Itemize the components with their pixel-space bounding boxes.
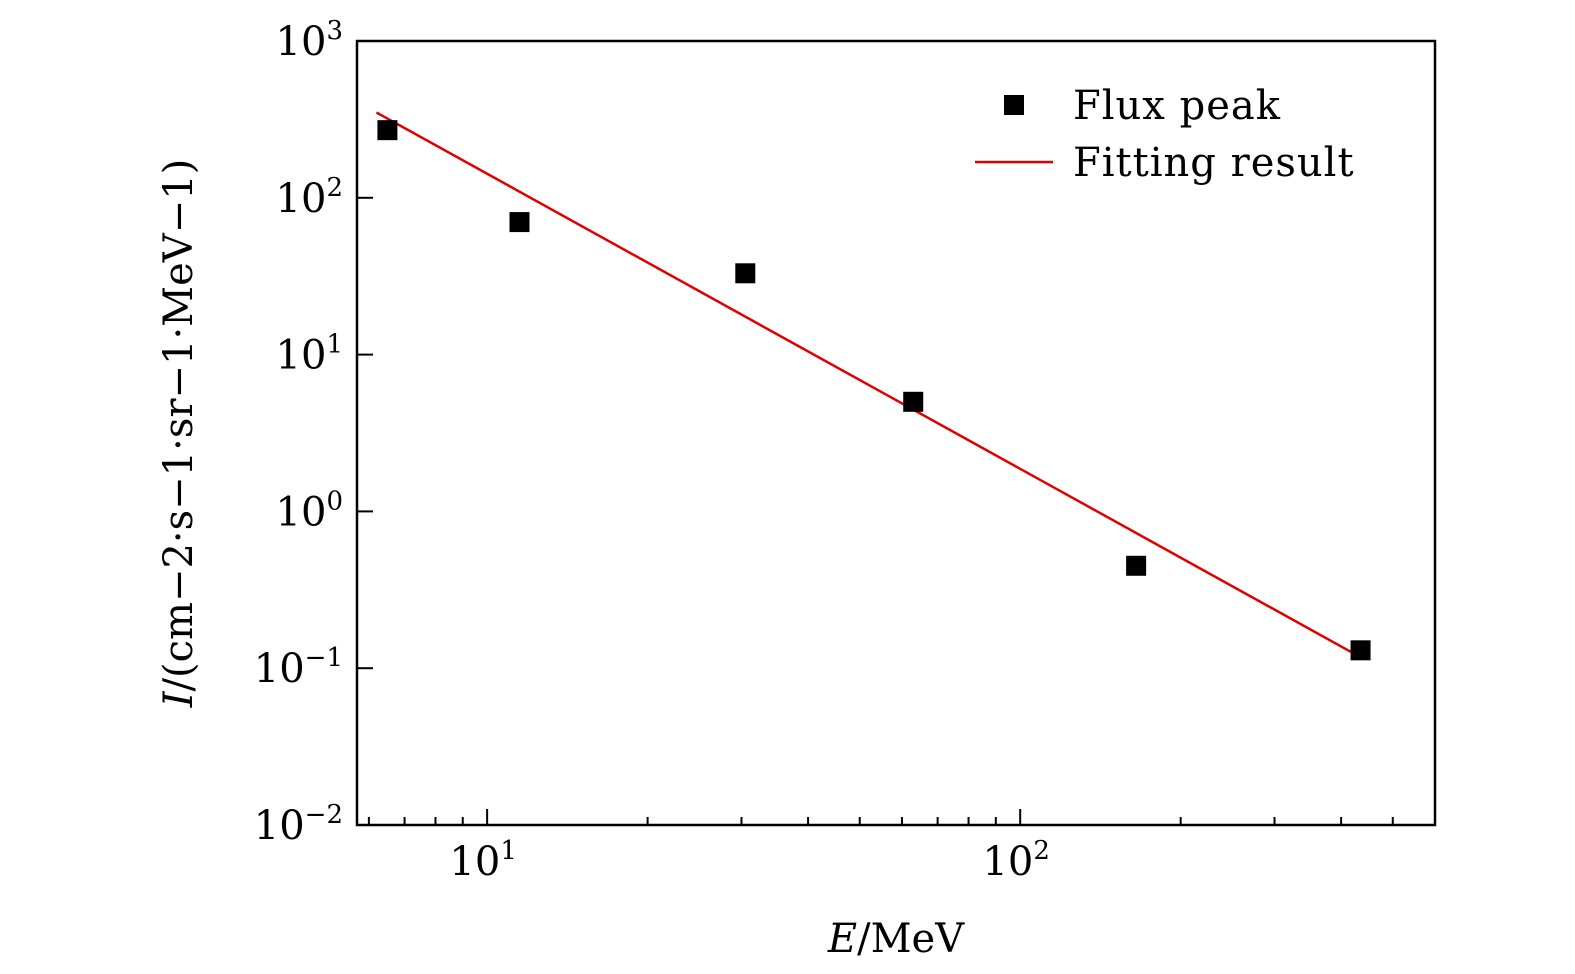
y-tick-label: 103	[276, 16, 343, 65]
x-tick-label: 102	[982, 836, 1049, 885]
flux-peak-point	[1126, 555, 1147, 576]
fitting-result-line	[375, 111, 1364, 660]
legend-label-flux-peak: Flux peak	[1073, 83, 1281, 129]
y-tick-exponent: −1	[305, 643, 343, 673]
y-axis-unit: /(cm−2·s−1·sr−1·MeV−1)	[156, 159, 202, 692]
x-tick-label: 101	[449, 836, 516, 885]
y-tick-base: 10	[276, 19, 327, 65]
y-tick-base: 10	[254, 646, 305, 692]
y-axis-var: I	[156, 690, 202, 708]
y-tick-label: 101	[276, 330, 343, 379]
y-tick-exponent: 3	[326, 16, 343, 46]
y-tick-exponent: −2	[305, 800, 343, 830]
flux-peak-point	[1350, 640, 1371, 661]
fitting-result-series	[375, 111, 1364, 660]
flux-peak-point	[509, 212, 530, 233]
y-tick-label: 10−2	[254, 800, 343, 849]
x-tick-exponent: 2	[1033, 836, 1050, 866]
x-tick-base: 10	[982, 839, 1033, 885]
y-tick-exponent: 1	[326, 330, 343, 360]
legend-marker-flux-peak	[1004, 95, 1024, 115]
x-axis-ticks: 101 102	[367, 809, 1436, 885]
y-axis-label: I/(cm−2·s−1·sr−1·MeV−1)	[156, 159, 202, 709]
y-tick-label: 102	[276, 173, 343, 222]
legend-label-fitting-result: Fitting result	[1073, 140, 1355, 186]
flux-peak-series	[377, 120, 1371, 661]
x-tick-base: 10	[449, 839, 500, 885]
plot-frame	[355, 39, 1437, 827]
x-tick-exponent: 1	[500, 836, 517, 866]
y-tick-base: 10	[254, 803, 305, 849]
y-tick-exponent: 2	[326, 173, 343, 203]
flux-peak-point	[377, 120, 398, 141]
y-tick-base: 10	[276, 489, 327, 535]
x-axis-var: E	[827, 916, 857, 962]
y-tick-label: 10−1	[254, 643, 343, 692]
flux-peak-point	[903, 391, 924, 412]
x-axis-label: E/MeV	[827, 916, 965, 962]
y-tick-label: 100	[276, 486, 343, 535]
y-tick-base: 10	[276, 333, 327, 379]
x-axis-unit: /MeV	[857, 916, 965, 962]
y-tick-exponent: 0	[326, 486, 343, 516]
flux-peak-point	[735, 263, 756, 284]
legend: Flux peak Fitting result	[975, 83, 1355, 186]
y-tick-base: 10	[276, 176, 327, 222]
